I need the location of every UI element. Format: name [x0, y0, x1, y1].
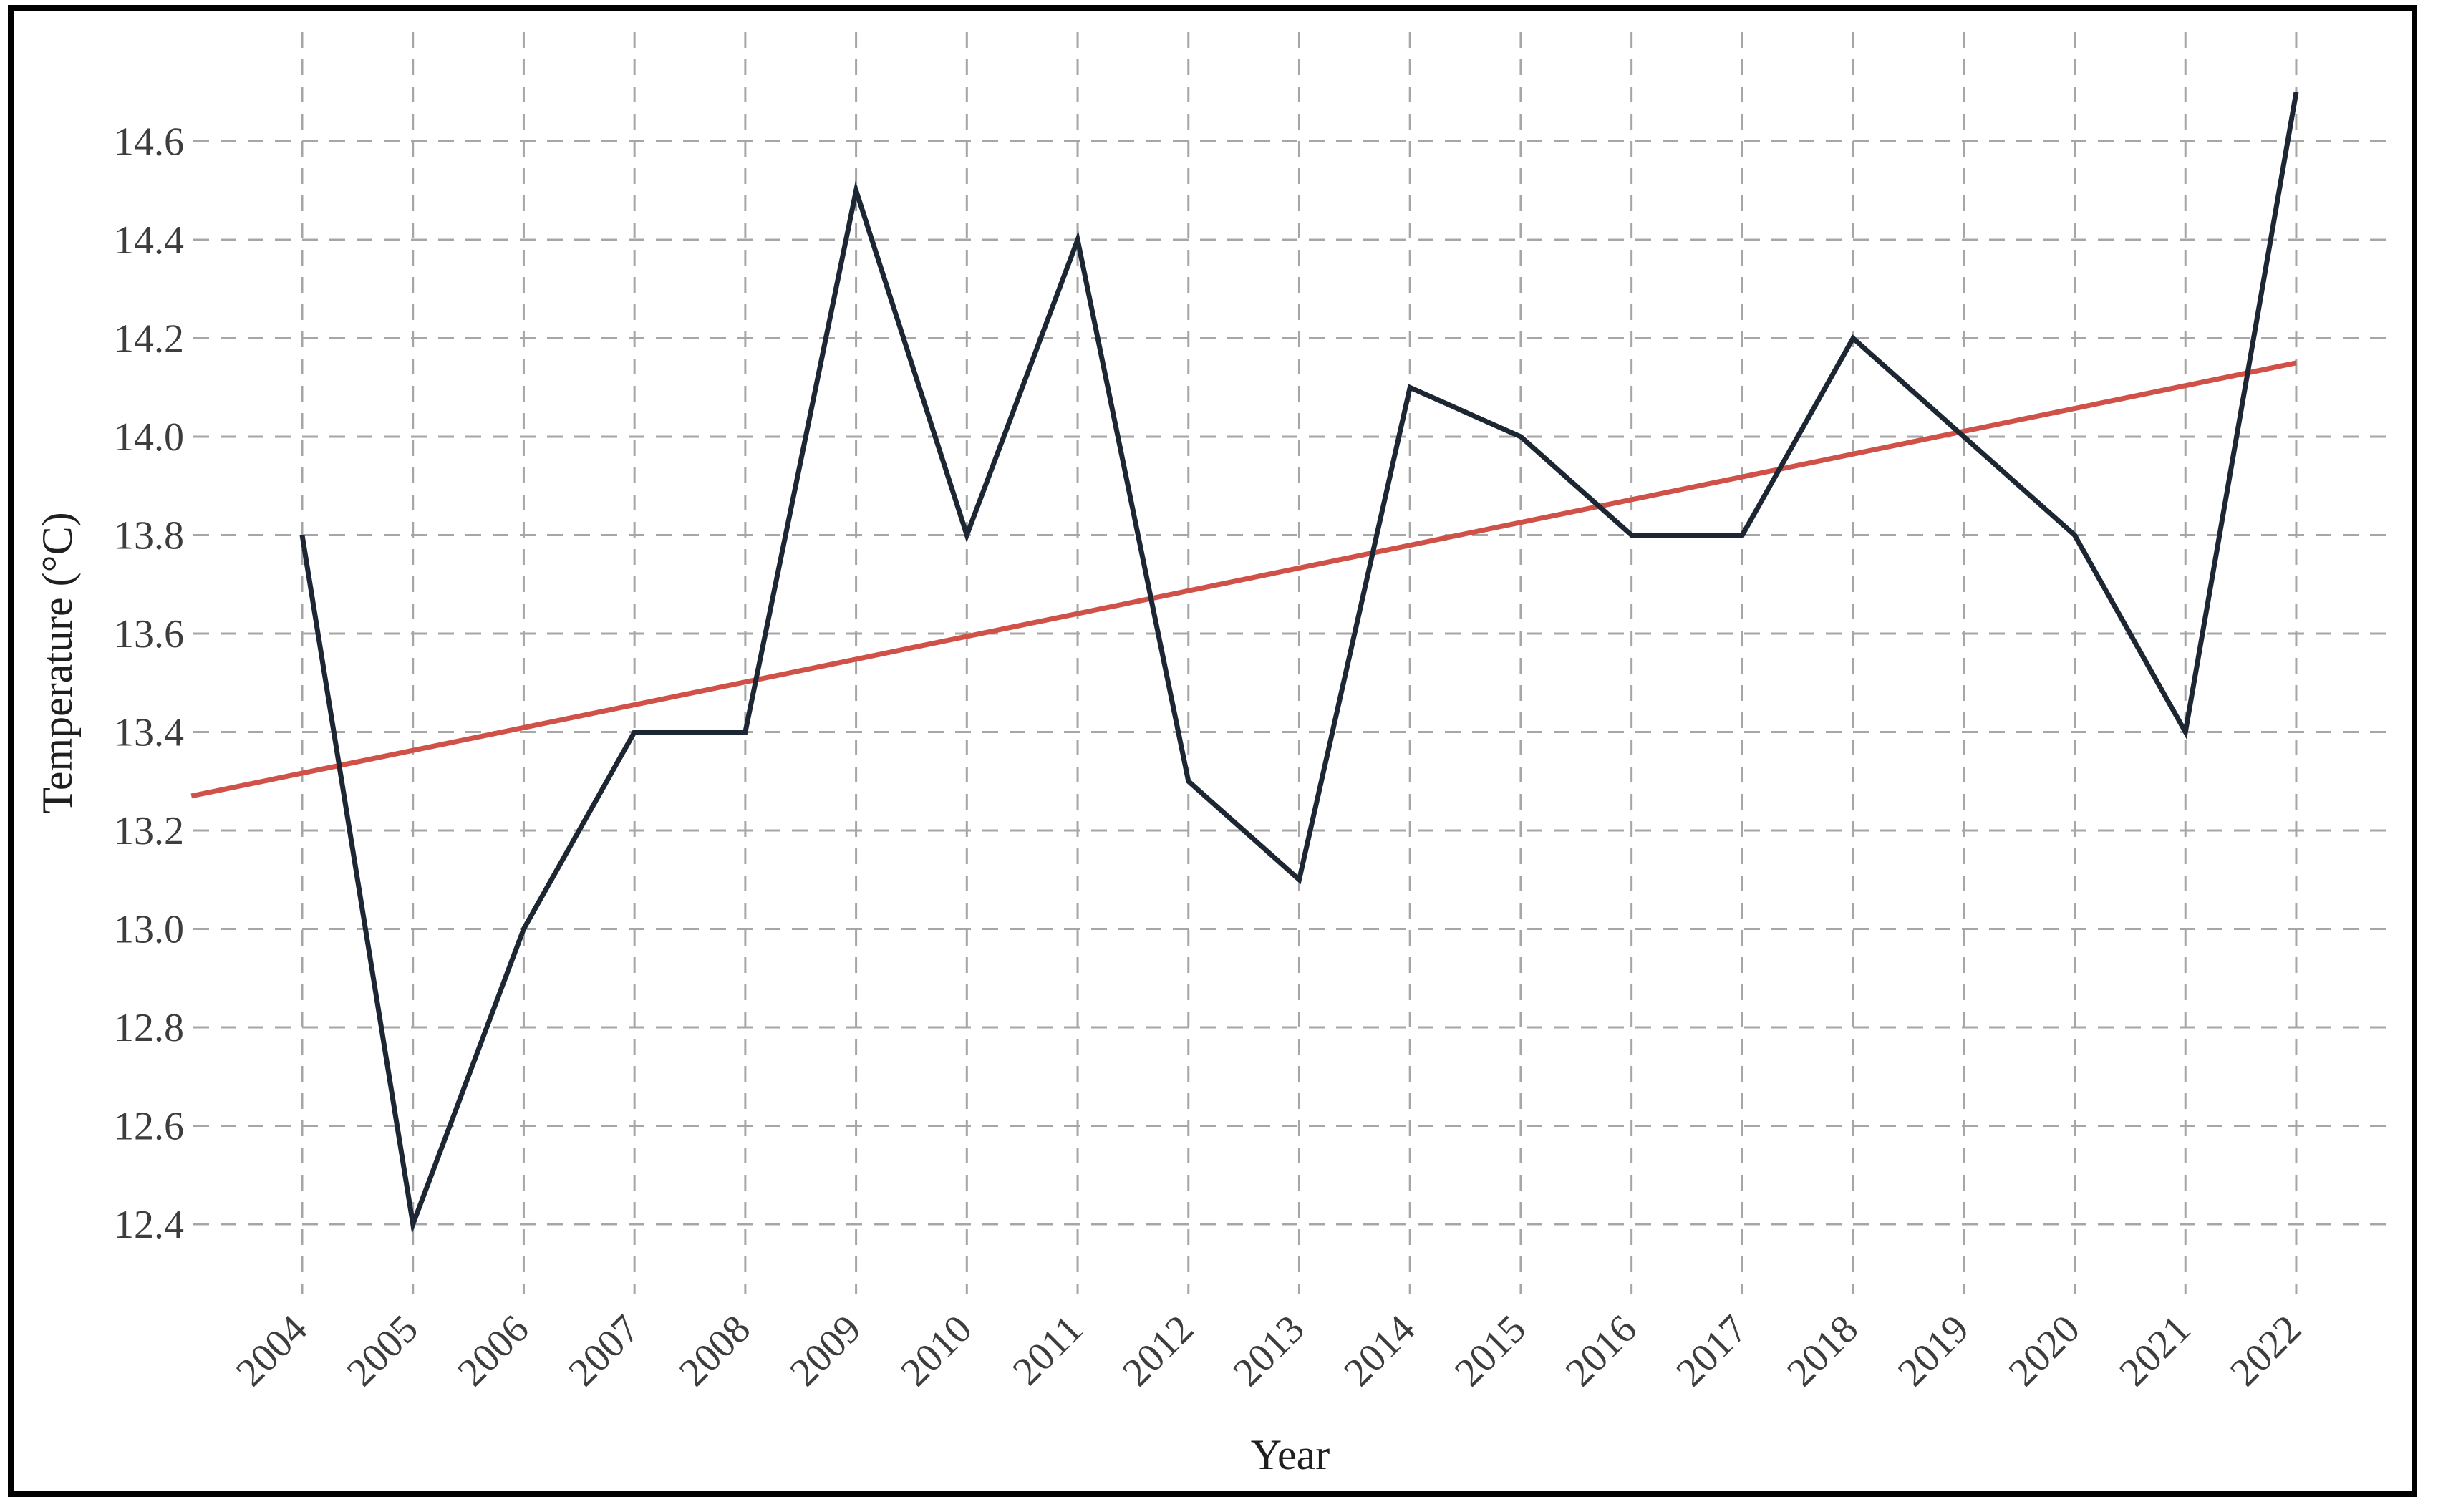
x-tick-label: 2006: [450, 1307, 538, 1395]
x-tick-label: 2017: [1668, 1307, 1756, 1395]
y-tick-label: 13.4: [114, 711, 184, 755]
x-tick-labels: 2004 2005 2006 2007 2008 2009 2010 2011 2012 2013…: [228, 1307, 2310, 1395]
x-tick-label: 2020: [2001, 1307, 2089, 1395]
x-axis-title: Year: [1251, 1431, 1330, 1478]
gridlines: [193, 32, 2388, 1294]
x-tick-label: 2007: [560, 1307, 648, 1395]
x-tick-label: 2018: [1779, 1307, 1867, 1395]
x-tick-label: 2014: [1335, 1307, 1423, 1395]
y-tick-labels: 14.6 14.4 14.2 14.0 13.8 13.6 13.4 13.2 13.0 12.8…: [114, 120, 184, 1248]
x-tick-label: 2004: [228, 1307, 316, 1395]
x-tick-label: 2022: [2222, 1307, 2310, 1395]
x-tick-label: 2015: [1446, 1307, 1534, 1395]
y-tick-label: 12.6: [114, 1105, 184, 1149]
y-tick-label: 12.4: [114, 1203, 184, 1247]
trend-line: [190, 360, 2297, 799]
x-tick-label: 2016: [1557, 1307, 1645, 1395]
x-tick-label: 2021: [2111, 1307, 2199, 1395]
temperature-line: [299, 92, 2299, 1234]
x-tick-label: 2009: [782, 1307, 870, 1395]
y-tick-label: 14.6: [114, 120, 184, 165]
x-tick-label: 2008: [671, 1307, 759, 1395]
x-tick-label: 2012: [1114, 1307, 1202, 1395]
y-tick-label: 12.8: [114, 1006, 184, 1050]
y-tick-label: 13.6: [114, 612, 184, 656]
x-tick-label: 2005: [339, 1307, 427, 1395]
x-tick-label: 2019: [1890, 1307, 1978, 1395]
x-tick-label: 2013: [1225, 1307, 1313, 1395]
y-tick-label: 13.8: [114, 514, 184, 558]
temperature-line-layer: [299, 92, 2299, 1234]
y-tick-label: 14.4: [114, 218, 184, 263]
y-tick-label: 13.0: [114, 908, 184, 952]
y-tick-label: 14.0: [114, 415, 184, 460]
trend-line-layer: [190, 360, 2297, 799]
y-tick-label: 14.2: [114, 317, 184, 362]
x-tick-label: 2010: [892, 1307, 980, 1395]
y-axis-title: Temperature (°C): [34, 512, 81, 813]
y-tick-label: 13.2: [114, 809, 184, 853]
chart-frame: [8, 5, 2417, 1497]
x-tick-label: 2011: [1005, 1307, 1092, 1394]
